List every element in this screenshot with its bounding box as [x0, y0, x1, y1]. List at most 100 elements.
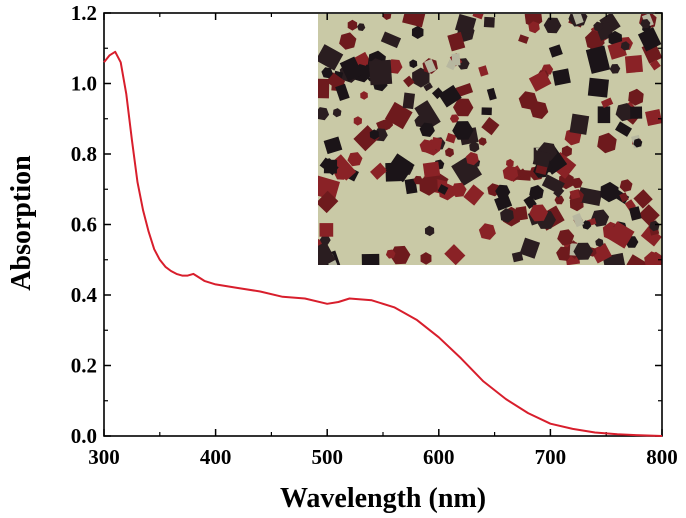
crystal	[500, 208, 514, 223]
inset-crystals	[318, 14, 662, 265]
crystal	[469, 141, 480, 153]
crystal	[380, 31, 402, 49]
y-axis-title: Absorption	[6, 155, 37, 291]
crystal	[452, 121, 474, 140]
crystal	[323, 159, 338, 174]
crystal	[463, 184, 485, 206]
inset-micrograph-image	[318, 14, 662, 265]
crystal	[494, 194, 513, 211]
crystal	[385, 249, 396, 259]
crystal-bright	[424, 58, 437, 74]
crystal-bright	[451, 53, 461, 66]
crystal	[529, 185, 544, 201]
crystal	[353, 116, 362, 126]
crystal	[438, 84, 462, 108]
crystal	[339, 32, 357, 50]
crystal	[511, 251, 524, 263]
crystal	[649, 220, 660, 232]
crystal	[518, 91, 538, 110]
crystal	[330, 154, 357, 181]
crystal	[361, 253, 380, 265]
crystal	[465, 152, 479, 166]
crystal	[595, 238, 604, 247]
crystal	[528, 70, 552, 92]
crystal	[455, 83, 474, 98]
crystal	[318, 190, 339, 214]
crystal	[481, 117, 500, 136]
crystal	[422, 161, 441, 178]
crystal	[347, 152, 363, 167]
crystal	[597, 132, 617, 154]
crystal	[557, 229, 575, 246]
crystal	[478, 65, 489, 77]
crystal	[554, 195, 565, 205]
crystal	[483, 16, 495, 28]
crystal	[552, 68, 571, 86]
crystal	[360, 91, 368, 100]
crystal	[447, 31, 466, 52]
crystal	[577, 187, 603, 206]
crystal	[419, 122, 435, 137]
crystal	[607, 221, 635, 249]
crystal	[569, 189, 581, 200]
crystal	[451, 182, 467, 198]
crystal	[370, 162, 388, 180]
crystal	[633, 189, 653, 209]
crystal	[430, 137, 443, 151]
crystal	[602, 252, 626, 265]
crystal	[640, 19, 651, 29]
crystal	[629, 206, 642, 221]
crystal	[412, 67, 430, 88]
crystal	[628, 88, 644, 106]
crystal	[402, 92, 415, 110]
y-tick-label: 1.2	[71, 1, 97, 25]
crystal	[449, 114, 460, 123]
y-tick-label: 0.6	[71, 213, 97, 237]
crystal	[385, 153, 415, 183]
crystal	[318, 44, 344, 71]
y-ticks: 0.0 0.2 0.4 0.6 0.8 1.0 1.2	[71, 1, 662, 448]
crystal	[332, 108, 342, 118]
crystal	[411, 25, 424, 39]
crystal	[593, 21, 604, 32]
crystal	[323, 136, 343, 155]
x-tick-label: 500	[311, 445, 343, 469]
crystal	[649, 59, 661, 71]
crystal	[587, 77, 609, 98]
crystal	[541, 174, 565, 195]
crystal	[321, 67, 333, 79]
crystal	[517, 168, 528, 179]
x-tick-label: 300	[88, 445, 120, 469]
crystal	[529, 204, 548, 222]
crystal	[532, 150, 552, 168]
x-tick-label: 600	[423, 445, 455, 469]
crystal	[506, 158, 514, 168]
crystal	[569, 113, 590, 135]
crystal	[486, 87, 497, 101]
crystal	[478, 137, 487, 146]
crystal	[502, 165, 519, 182]
crystal	[626, 254, 650, 265]
crystal	[444, 244, 466, 265]
crystal	[335, 83, 350, 102]
crystal	[404, 178, 418, 195]
x-tick-label: 700	[535, 445, 567, 469]
crystal	[561, 145, 572, 157]
crystal	[424, 225, 435, 237]
crystal	[419, 139, 434, 154]
y-tick-label: 0.4	[71, 283, 98, 307]
crystal	[609, 64, 621, 74]
crystal	[357, 23, 366, 31]
crystal	[599, 14, 621, 35]
crystal	[453, 98, 474, 117]
crystal	[630, 106, 643, 119]
crystal	[620, 41, 630, 51]
crystal	[548, 44, 563, 58]
crystal	[318, 107, 330, 121]
crystal	[633, 138, 643, 148]
crystal	[472, 14, 485, 20]
x-tick-label: 800	[646, 445, 678, 469]
crystal	[585, 45, 611, 74]
crystal	[519, 237, 541, 259]
